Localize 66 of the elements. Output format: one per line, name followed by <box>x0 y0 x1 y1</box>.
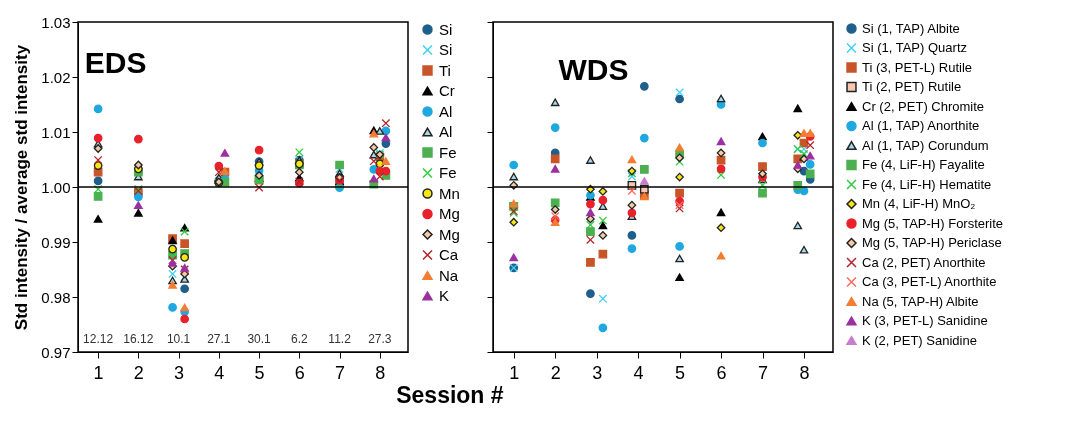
text: WDS <box>558 52 629 86</box>
legend-label: K (2, PET) Sanidine <box>862 332 977 348</box>
x-tick-label: 8 <box>799 362 810 383</box>
y-tick-label: 0.97 <box>41 343 71 361</box>
y-axis-title: Std intensity / average std intensity <box>12 44 32 331</box>
y-tick-label: 1.03 <box>41 13 71 31</box>
legend-label: Al (1, TAP) Anorthite <box>862 118 980 133</box>
legend-label: K <box>439 287 450 304</box>
legend-label: Cr <box>439 82 455 99</box>
legend-label: K (3, PET-L) Sanidine <box>862 313 988 328</box>
x-tick-label: 6 <box>294 362 305 383</box>
text: EDS <box>84 46 147 79</box>
legend-label: Mn <box>439 184 460 202</box>
x-tick-label: 5 <box>675 362 686 383</box>
x-axis-title: Session # <box>396 381 504 408</box>
annotation: 27.1 <box>207 332 231 346</box>
legend-label: Mg (5, TAP-H) Forsterite <box>862 215 1004 231</box>
legend-label: Ti (2, PET) Rutile <box>862 79 962 94</box>
x-tick-label: 6 <box>716 362 727 383</box>
legend-label: Mg (5, TAP-H) Periclase <box>862 235 1002 250</box>
y-tick-label: 1.01 <box>41 123 71 141</box>
annotation: 11.2 <box>328 332 352 346</box>
legend-label: Na (5, TAP-H) Albite <box>862 293 979 309</box>
legend-label: Si <box>439 20 453 38</box>
y-tick-label: 1.00 <box>41 178 71 196</box>
legend-label: Ti <box>439 61 451 79</box>
legend-label: Ca (2, PET) Anorthite <box>862 254 986 270</box>
annotation: 12.12 <box>83 332 114 346</box>
legend-label: Si (1, TAP) Quartz <box>862 40 967 55</box>
y-tick-label: 1.02 <box>41 68 71 86</box>
legend-label: Ca <box>439 246 459 263</box>
annotation: 6.2 <box>291 332 309 346</box>
x-tick-label: 8 <box>375 362 386 383</box>
legend-label: Fe <box>439 164 457 181</box>
x-tick-label: 7 <box>758 362 769 383</box>
legend-label: Fe <box>439 143 457 161</box>
legend-label: Ti (3, PET-L) Rutile <box>862 59 973 75</box>
y-tick-label: 0.99 <box>41 233 71 251</box>
legend-label: Fe (4, LiF-H) Hematite <box>862 176 992 192</box>
legend-label: Mn (4, LiF-H) MnO₂ <box>862 196 976 211</box>
x-tick-label: 1 <box>93 362 104 383</box>
annotation: 16.12 <box>123 332 154 346</box>
x-tick-label: 5 <box>254 362 265 383</box>
x-tick-label: 1 <box>509 362 520 383</box>
x-tick-label: 4 <box>214 362 225 383</box>
annotation: 27.3 <box>368 332 392 346</box>
legend-label: Na <box>439 266 459 284</box>
legend-label: Si <box>439 41 453 58</box>
legend-label: Al <box>439 123 453 140</box>
legend-label: Mg <box>439 225 460 243</box>
x-tick-label: 3 <box>174 362 185 383</box>
x-tick-label: 2 <box>550 362 561 383</box>
x-tick-label: 3 <box>592 362 603 383</box>
legend-label: Si (1, TAP) Albite <box>862 20 960 36</box>
x-tick-label: 7 <box>335 362 346 383</box>
annotation: 10.1 <box>166 332 191 346</box>
x-tick-label: 2 <box>133 362 144 383</box>
y-tick-label: 0.98 <box>41 288 71 306</box>
legend-label: Mg <box>439 205 460 222</box>
legend-label: Al (1, TAP) Corundum <box>862 137 989 153</box>
x-tick-label: 4 <box>633 362 644 383</box>
legend-label: Al <box>439 102 453 120</box>
legend-label: Fe (4, LiF-H) Fayalite <box>862 157 985 172</box>
legend-label: Ca (3, PET-L) Anorthite <box>862 274 997 289</box>
legend-label: Cr (2, PET) Chromite <box>862 98 985 114</box>
annotation: 30.1 <box>247 332 272 346</box>
